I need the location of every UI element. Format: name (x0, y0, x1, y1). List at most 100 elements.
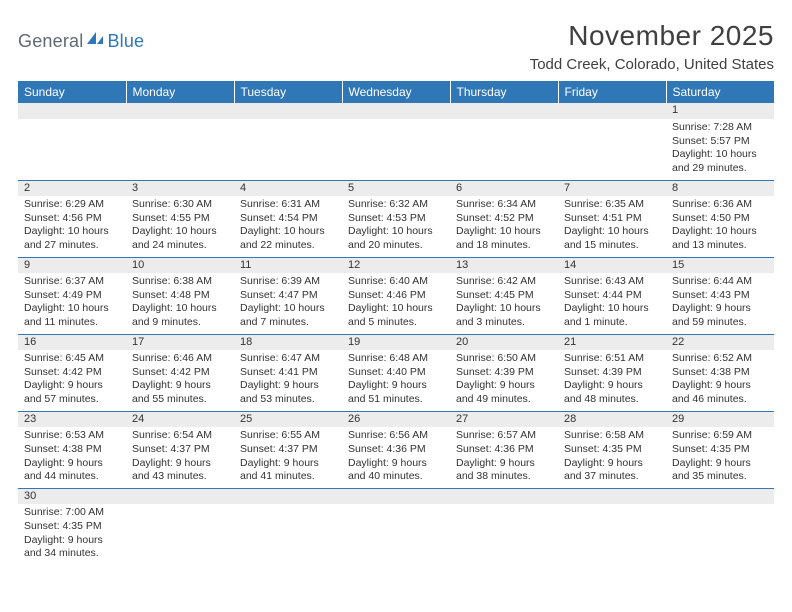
day-number-cell: 4 (234, 180, 342, 196)
day-content-cell: Sunrise: 6:38 AMSunset: 4:48 PMDaylight:… (126, 273, 234, 334)
content-row: Sunrise: 7:00 AMSunset: 4:35 PMDaylight:… (18, 504, 774, 565)
sunset-text: Sunset: 4:52 PM (456, 212, 552, 226)
day-number-cell: 13 (450, 257, 558, 273)
day-number-cell: 12 (342, 257, 450, 273)
calendar-body: 1Sunrise: 7:28 AMSunset: 5:57 PMDaylight… (18, 103, 774, 565)
daylight-text: Daylight: 10 hours and 15 minutes. (564, 225, 660, 252)
day-content-cell: Sunrise: 6:40 AMSunset: 4:46 PMDaylight:… (342, 273, 450, 334)
day-content-cell (126, 504, 234, 565)
day-header: Monday (126, 81, 234, 103)
day-number-cell (126, 488, 234, 504)
sunset-text: Sunset: 4:50 PM (672, 212, 768, 226)
day-header: Saturday (666, 81, 774, 103)
day-content-cell (450, 504, 558, 565)
sunrise-text: Sunrise: 6:55 AM (240, 429, 336, 443)
daynum-row: 23242526272829 (18, 411, 774, 427)
sunset-text: Sunset: 4:37 PM (132, 443, 228, 457)
daylight-text: Daylight: 10 hours and 27 minutes. (24, 225, 120, 252)
daynum-row: 30 (18, 488, 774, 504)
day-number-cell (450, 488, 558, 504)
day-number-cell: 2 (18, 180, 126, 196)
day-content-cell: Sunrise: 6:51 AMSunset: 4:39 PMDaylight:… (558, 350, 666, 411)
sunset-text: Sunset: 4:54 PM (240, 212, 336, 226)
daylight-text: Daylight: 10 hours and 22 minutes. (240, 225, 336, 252)
daylight-text: Daylight: 10 hours and 1 minute. (564, 302, 660, 329)
sunrise-text: Sunrise: 6:38 AM (132, 275, 228, 289)
sunset-text: Sunset: 4:39 PM (564, 366, 660, 380)
day-number-cell (666, 488, 774, 504)
day-content-cell: Sunrise: 6:56 AMSunset: 4:36 PMDaylight:… (342, 427, 450, 488)
day-content-cell (558, 119, 666, 180)
month-title: November 2025 (530, 20, 774, 52)
day-number-cell (234, 488, 342, 504)
sunset-text: Sunset: 4:35 PM (672, 443, 768, 457)
sunset-text: Sunset: 5:57 PM (672, 135, 768, 149)
day-content-cell (234, 504, 342, 565)
sunrise-text: Sunrise: 6:45 AM (24, 352, 120, 366)
daylight-text: Daylight: 9 hours and 38 minutes. (456, 457, 552, 484)
sunset-text: Sunset: 4:53 PM (348, 212, 444, 226)
content-row: Sunrise: 6:53 AMSunset: 4:38 PMDaylight:… (18, 427, 774, 488)
sunset-text: Sunset: 4:43 PM (672, 289, 768, 303)
day-number-cell: 10 (126, 257, 234, 273)
day-content-cell: Sunrise: 6:39 AMSunset: 4:47 PMDaylight:… (234, 273, 342, 334)
day-number-cell: 8 (666, 180, 774, 196)
day-content-cell: Sunrise: 6:34 AMSunset: 4:52 PMDaylight:… (450, 196, 558, 257)
sunset-text: Sunset: 4:42 PM (132, 366, 228, 380)
day-header: Friday (558, 81, 666, 103)
daylight-text: Daylight: 9 hours and 51 minutes. (348, 379, 444, 406)
daylight-text: Daylight: 9 hours and 48 minutes. (564, 379, 660, 406)
day-number-cell: 17 (126, 334, 234, 350)
day-number-cell (558, 488, 666, 504)
sunrise-text: Sunrise: 6:54 AM (132, 429, 228, 443)
daylight-text: Daylight: 9 hours and 34 minutes. (24, 534, 120, 561)
day-number-cell: 9 (18, 257, 126, 273)
day-content-cell: Sunrise: 6:47 AMSunset: 4:41 PMDaylight:… (234, 350, 342, 411)
daynum-row: 2345678 (18, 180, 774, 196)
day-number-cell: 16 (18, 334, 126, 350)
brand-logo: General Blue (18, 20, 144, 53)
day-number-cell: 30 (18, 488, 126, 504)
content-row: Sunrise: 6:37 AMSunset: 4:49 PMDaylight:… (18, 273, 774, 334)
sunset-text: Sunset: 4:44 PM (564, 289, 660, 303)
daylight-text: Daylight: 9 hours and 53 minutes. (240, 379, 336, 406)
daylight-text: Daylight: 9 hours and 59 minutes. (672, 302, 768, 329)
day-content-cell: Sunrise: 6:35 AMSunset: 4:51 PMDaylight:… (558, 196, 666, 257)
sunrise-text: Sunrise: 6:32 AM (348, 198, 444, 212)
sunset-text: Sunset: 4:45 PM (456, 289, 552, 303)
sunset-text: Sunset: 4:35 PM (24, 520, 120, 534)
sunrise-text: Sunrise: 6:56 AM (348, 429, 444, 443)
sunset-text: Sunset: 4:46 PM (348, 289, 444, 303)
day-number-cell (126, 103, 234, 119)
header: General Blue November 2025 Todd Creek, C… (18, 20, 774, 73)
day-number-cell (558, 103, 666, 119)
day-content-cell: Sunrise: 6:50 AMSunset: 4:39 PMDaylight:… (450, 350, 558, 411)
brand-part2: Blue (107, 31, 144, 52)
sunrise-text: Sunrise: 6:46 AM (132, 352, 228, 366)
daylight-text: Daylight: 10 hours and 20 minutes. (348, 225, 444, 252)
day-content-cell (450, 119, 558, 180)
day-number-cell: 24 (126, 411, 234, 427)
day-content-cell: Sunrise: 6:43 AMSunset: 4:44 PMDaylight:… (558, 273, 666, 334)
daylight-text: Daylight: 10 hours and 13 minutes. (672, 225, 768, 252)
sunrise-text: Sunrise: 6:57 AM (456, 429, 552, 443)
day-content-cell: Sunrise: 6:31 AMSunset: 4:54 PMDaylight:… (234, 196, 342, 257)
day-header-row: SundayMondayTuesdayWednesdayThursdayFrid… (18, 81, 774, 103)
sunset-text: Sunset: 4:38 PM (672, 366, 768, 380)
location-text: Todd Creek, Colorado, United States (530, 56, 774, 73)
daynum-row: 16171819202122 (18, 334, 774, 350)
day-number-cell: 25 (234, 411, 342, 427)
day-content-cell: Sunrise: 6:37 AMSunset: 4:49 PMDaylight:… (18, 273, 126, 334)
day-content-cell (342, 119, 450, 180)
sunrise-text: Sunrise: 6:34 AM (456, 198, 552, 212)
sunset-text: Sunset: 4:47 PM (240, 289, 336, 303)
sunrise-text: Sunrise: 6:48 AM (348, 352, 444, 366)
day-content-cell: Sunrise: 6:59 AMSunset: 4:35 PMDaylight:… (666, 427, 774, 488)
sunrise-text: Sunrise: 6:52 AM (672, 352, 768, 366)
day-content-cell: Sunrise: 6:45 AMSunset: 4:42 PMDaylight:… (18, 350, 126, 411)
day-number-cell: 28 (558, 411, 666, 427)
day-number-cell: 3 (126, 180, 234, 196)
daylight-text: Daylight: 9 hours and 35 minutes. (672, 457, 768, 484)
sunrise-text: Sunrise: 6:53 AM (24, 429, 120, 443)
sunrise-text: Sunrise: 6:58 AM (564, 429, 660, 443)
